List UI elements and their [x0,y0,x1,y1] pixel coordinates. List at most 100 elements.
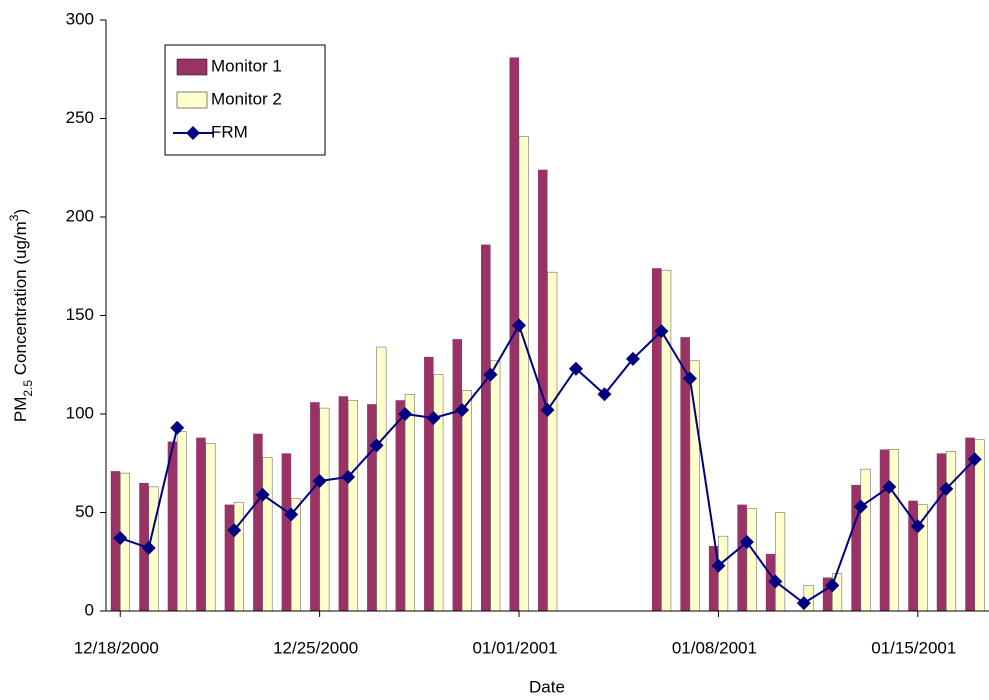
bar [737,504,747,611]
marker [113,531,128,546]
bar [205,443,216,612]
x-tick-label: 01/08/2001 [672,638,757,657]
bar [110,471,121,611]
bar [746,508,757,612]
bar [433,374,444,612]
y-tick-label: 0 [85,600,94,619]
marker [654,324,669,339]
marker [568,361,583,376]
bar [176,431,187,612]
y-tick-label: 50 [75,502,94,521]
marker [625,351,640,366]
y-axis-title-part: PM [11,397,30,423]
marker [939,481,954,496]
bar [224,504,235,611]
legend-label: Monitor 1 [211,56,282,75]
bar [936,453,947,611]
x-tick-label: 01/15/2001 [871,638,956,657]
marker [540,403,555,418]
x-tick-label: 01/01/2001 [472,638,557,657]
legend-marker [186,126,200,140]
x-tick-label: 12/18/2000 [74,638,159,657]
bar [167,441,178,611]
x-tick-label: 12/25/2000 [273,638,358,657]
bar [338,396,349,611]
bar [404,394,415,612]
marker [739,535,754,550]
marker [512,318,527,333]
bar [310,402,320,611]
y-axis-title-part: Concentration (ug/m [11,221,30,380]
marker [455,403,470,418]
y-axis-title-part: ) [11,209,30,215]
bar [347,399,358,612]
bar [775,512,786,612]
bar [946,451,957,612]
marker [284,507,299,522]
marker [825,578,840,593]
y-tick-label: 200 [66,206,94,225]
marker [426,410,441,425]
y-tick-label: 150 [66,305,94,324]
marker [768,574,783,589]
legend-label: Monitor 2 [211,89,282,108]
marker [910,519,925,534]
bar [860,468,871,612]
bar [965,437,975,611]
legend-label: FRM [211,122,248,141]
bar [319,407,330,612]
bar [689,360,700,612]
bar [708,545,719,611]
marker [711,558,726,573]
bar [367,404,377,611]
marker [967,452,982,467]
bar [974,439,985,612]
marker [398,407,413,421]
marker [853,499,868,514]
bar [253,433,263,611]
marker [597,387,612,402]
y-tick-label: 250 [66,108,94,127]
bar [196,437,206,611]
legend-swatch [176,91,208,109]
marker [682,371,697,386]
x-axis-title: Date [529,677,565,696]
bar [262,457,273,612]
marker [882,479,897,494]
bar [547,271,558,612]
y-axis-title-part: 2.5 [21,380,35,397]
bar [376,346,387,612]
bar [518,135,529,612]
bar [490,360,501,612]
bar [680,337,690,611]
bar [718,535,729,612]
bar [889,449,900,612]
bar [879,449,890,611]
bar [452,339,463,611]
marker [483,367,498,382]
y-tick-label: 100 [66,403,94,422]
y-axis-title: PM2.5 Concentration (ug/m3) [7,209,35,422]
y-axis-title-part: 3 [7,214,21,221]
marker [141,540,156,555]
y-tick-label: 300 [66,9,94,28]
marker [227,523,242,538]
bar [424,356,434,611]
bar [822,577,833,611]
bar [481,244,491,611]
marker [255,487,270,502]
bar [281,453,292,611]
bar [851,484,861,611]
marker [170,420,185,435]
bar [651,268,662,611]
legend-swatch [176,58,208,76]
bar [461,390,472,612]
marker [341,470,356,485]
marker [369,438,384,453]
bar [538,169,548,611]
marker [312,473,327,488]
marker [796,596,811,611]
bar [661,269,672,612]
bar [908,500,918,611]
